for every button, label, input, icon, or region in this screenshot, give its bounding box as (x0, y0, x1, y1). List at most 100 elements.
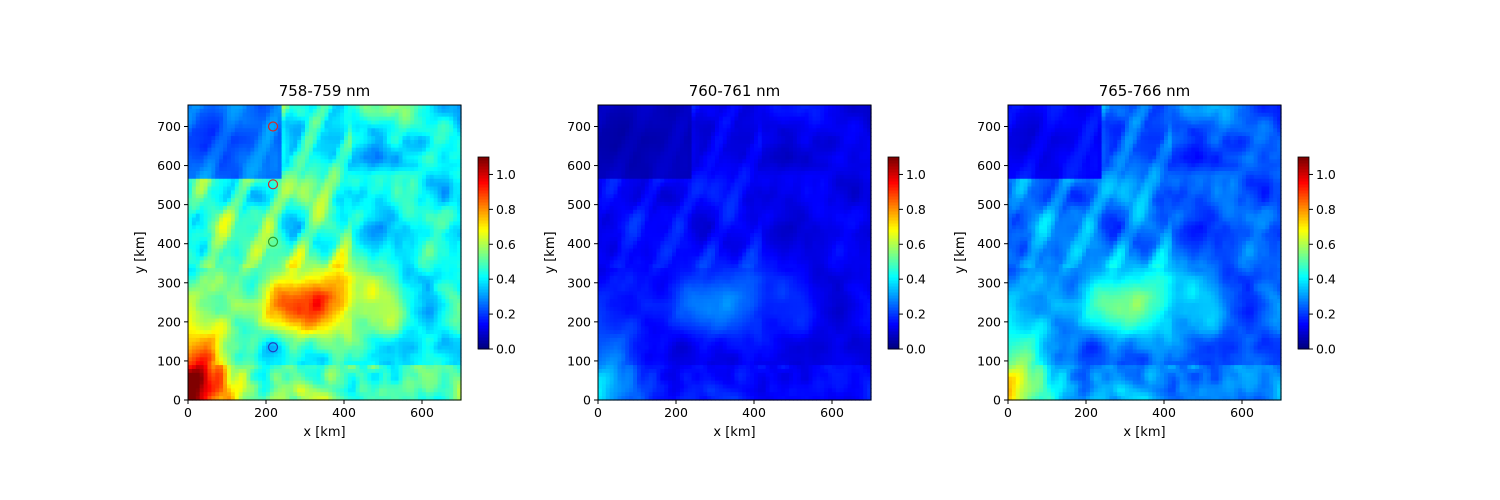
heatmap-cell (191, 221, 197, 226)
heatmap-cell (336, 392, 341, 397)
heatmap-cell (363, 388, 368, 393)
heatmap-cell (344, 139, 349, 145)
heatmap-cell (347, 163, 353, 168)
heatmap-cell (293, 229, 298, 234)
heatmap-cell (293, 108, 298, 114)
heatmap-cell (258, 217, 263, 223)
heatmap-cell (230, 287, 236, 292)
heatmap-cell (379, 306, 384, 312)
heatmap-cell (242, 345, 248, 351)
heatmap-cell (340, 186, 345, 191)
heatmap-cell (414, 136, 419, 141)
heatmap-cell (371, 221, 376, 226)
heatmap-cell (203, 182, 209, 188)
heatmap-cell (422, 194, 427, 199)
heatmap-cell (297, 170, 302, 176)
heatmap-cell (301, 341, 306, 347)
heatmap-cell (328, 178, 333, 184)
heatmap-cell (371, 108, 376, 114)
heatmap-cell (312, 217, 318, 223)
heatmap-cell (437, 155, 443, 160)
heatmap-cell (418, 349, 423, 355)
heatmap-cell (394, 252, 400, 257)
heatmap-cell (277, 167, 283, 172)
heatmap-cell (242, 159, 248, 164)
heatmap-cell (215, 170, 220, 176)
heatmap-cell (215, 178, 220, 184)
heatmap-cell (250, 225, 255, 230)
heatmap-cell (375, 306, 380, 312)
heatmap-cell (340, 345, 345, 351)
heatmap-cell (246, 326, 251, 331)
heatmap-cell (219, 361, 224, 366)
heatmap-cell (324, 229, 329, 234)
heatmap-cell (316, 271, 322, 277)
heatmap-cell (191, 108, 197, 114)
heatmap-cell (254, 147, 259, 153)
heatmap-cell (230, 236, 236, 242)
heatmap-cell (254, 128, 259, 133)
heatmap-cell (422, 268, 427, 273)
heatmap-cell (340, 260, 345, 265)
heatmap-cell (238, 190, 244, 195)
heatmap-cell (230, 380, 236, 386)
heatmap-cell (203, 186, 209, 191)
heatmap-cell (246, 275, 251, 281)
heatmap-cell (269, 139, 275, 145)
heatmap-cell (297, 248, 302, 254)
heatmap-cell (355, 314, 361, 320)
heatmap-cell (402, 240, 407, 246)
heatmap-cell (297, 264, 302, 269)
heatmap-cell (351, 287, 357, 292)
heatmap-cell (422, 388, 427, 393)
heatmap-cell (262, 186, 267, 191)
heatmap-cell (379, 380, 384, 386)
heatmap-cell (367, 264, 372, 269)
heatmap-cell (289, 287, 294, 292)
heatmap-cell (351, 112, 357, 118)
heatmap-cell (371, 330, 376, 335)
heatmap-cell (199, 190, 205, 195)
heatmap-cell (199, 244, 205, 250)
heatmap-cell (363, 190, 368, 195)
heatmap-cell (269, 268, 275, 273)
heatmap-cell (320, 139, 326, 145)
heatmap-cell (285, 190, 290, 195)
heatmap-cell (390, 198, 396, 203)
heatmap-cell (301, 295, 306, 300)
heatmap-cell (375, 380, 380, 386)
heatmap-cell (219, 116, 224, 122)
heatmap-cell (344, 143, 349, 149)
heatmap-cell (316, 372, 322, 378)
heatmap-cell (390, 264, 396, 269)
heatmap-cell (242, 147, 248, 153)
heatmap-cell (340, 124, 345, 129)
heatmap-cell (238, 155, 244, 160)
heatmap-cell (406, 326, 411, 331)
heatmap-cell (347, 190, 353, 195)
heatmap-cell (188, 302, 193, 308)
heatmap-cell (305, 326, 310, 331)
heatmap-cell (238, 252, 244, 257)
heatmap-cell (234, 147, 240, 153)
heatmap-cell (254, 299, 259, 304)
heatmap-cell (344, 116, 349, 122)
heatmap-cell (390, 182, 396, 188)
heatmap-cell (215, 334, 220, 339)
heatmap-cell (375, 365, 380, 370)
heatmap-cell (277, 252, 283, 257)
heatmap-cell (441, 318, 446, 323)
heatmap-cell (437, 271, 443, 277)
heatmap-cell (410, 384, 415, 389)
heatmap-cell (355, 240, 361, 246)
heatmap-cell (285, 128, 290, 133)
heatmap-cell (398, 194, 404, 199)
heatmap-cell (254, 233, 259, 238)
heatmap-cell (297, 322, 302, 327)
heatmap-cell (285, 147, 290, 153)
heatmap-cell (441, 155, 446, 160)
heatmap-cell (410, 116, 415, 122)
heatmap-cell (262, 271, 267, 277)
heatmap-cell (312, 275, 318, 281)
heatmap-cell (371, 240, 376, 246)
